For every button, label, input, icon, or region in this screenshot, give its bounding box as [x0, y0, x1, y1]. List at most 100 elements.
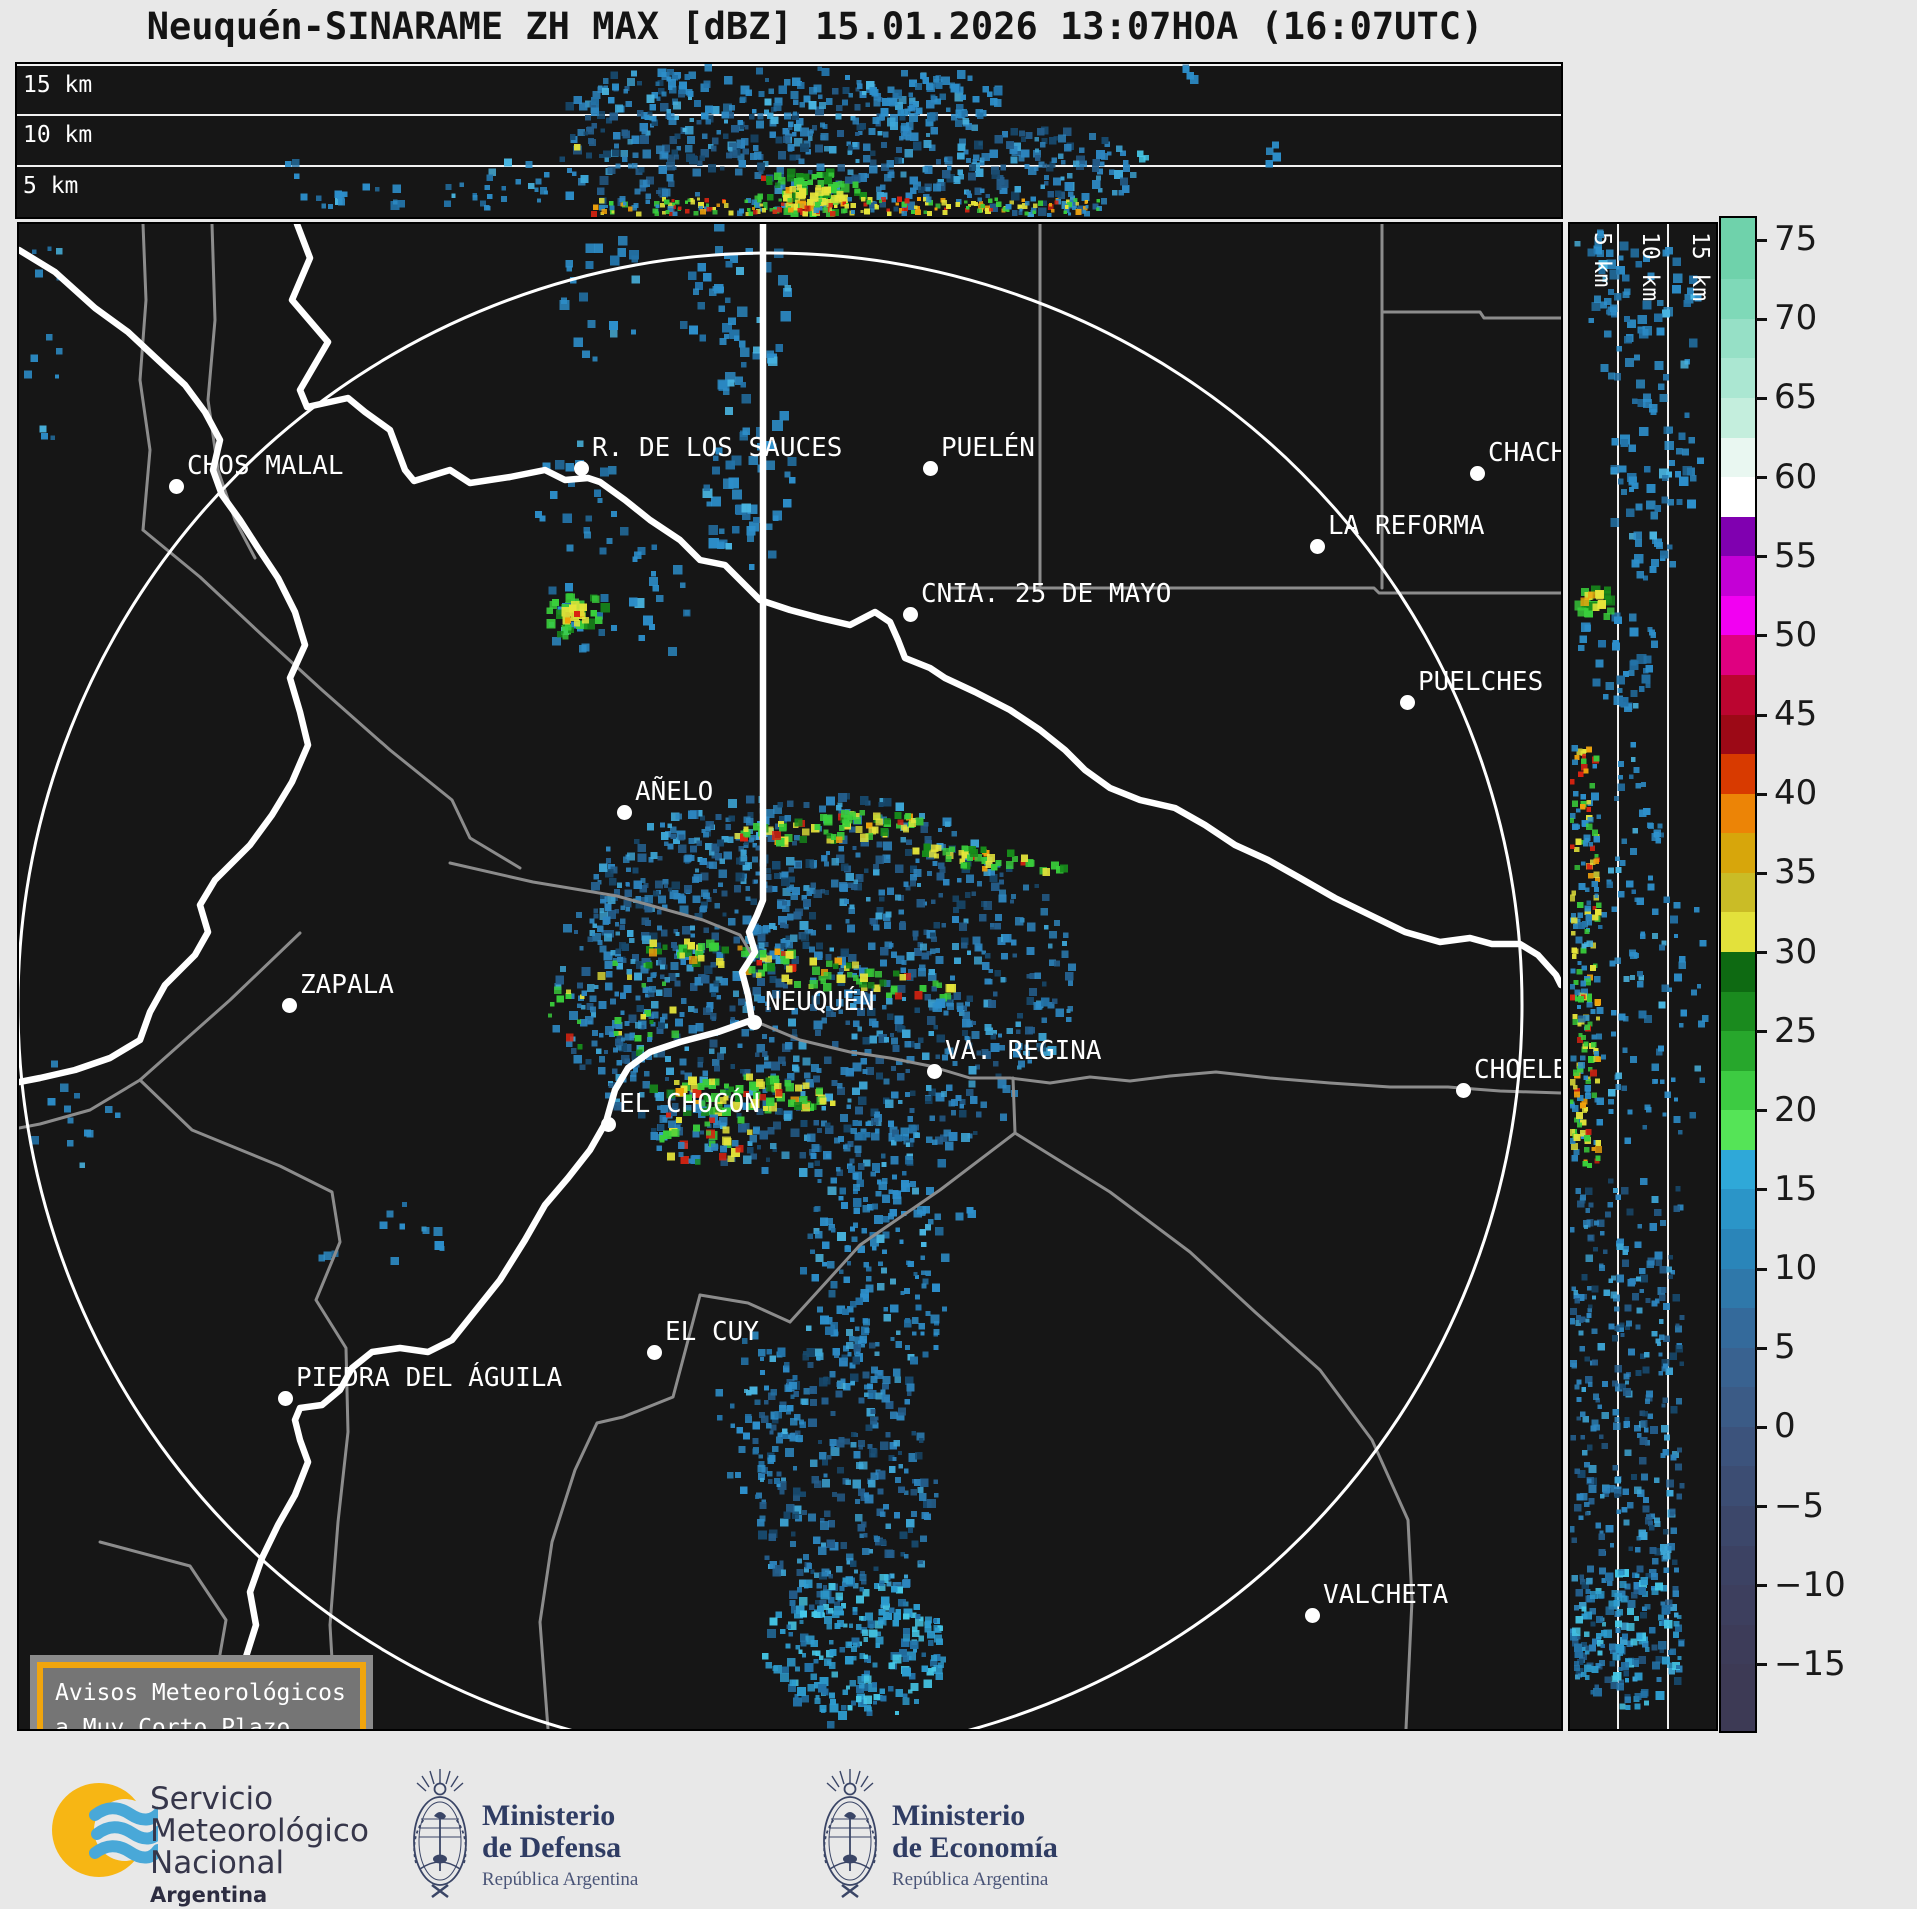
colorbar-tick-label: 15 [1774, 1168, 1818, 1209]
city-label: CHOELE CHOEL [1474, 1055, 1563, 1085]
right-alt-label-5km: 5 km [1589, 232, 1615, 288]
colorbar-segment [1721, 318, 1755, 360]
colorbar-segment [1721, 218, 1755, 281]
colorbar-segment [1721, 1268, 1755, 1310]
city-label: EL CHOCÓN [619, 1089, 760, 1119]
colorbar-tick-label: 55 [1774, 535, 1818, 576]
colorbar-tick-label: 75 [1774, 219, 1818, 260]
colorbar-tick-mark [1756, 871, 1767, 875]
colorbar-segment [1721, 279, 1755, 320]
top-alt-label-10km: 10 km [23, 122, 93, 148]
city-marker [1469, 465, 1485, 481]
city-label: CHACHARRAMENDI [1488, 438, 1561, 468]
colorbar-tick-mark [1756, 317, 1767, 321]
colorbar-segment [1721, 952, 1755, 993]
ministry-economia: Ministerio de Economía República Argenti… [892, 1799, 1058, 1891]
city-marker [926, 1063, 942, 1079]
city-marker [1399, 694, 1415, 710]
coat-of-arms-economia-icon [822, 1767, 878, 1899]
colorbar-segment [1721, 635, 1755, 676]
right-cross-section-panel: 5 km 10 km 15 km [1568, 222, 1718, 1731]
colorbar-tick-label: −15 [1774, 1643, 1846, 1684]
colorbar-tick-mark [1756, 1346, 1767, 1350]
colorbar-segment [1721, 1545, 1755, 1587]
colorbar-tick-mark [1756, 238, 1767, 242]
city-label: NEUQUÉN [765, 987, 875, 1017]
city-marker [746, 1014, 762, 1030]
top-alt-label-15km: 15 km [23, 72, 93, 98]
colorbar-segment [1721, 1506, 1755, 1547]
colorbar-tick-label: 45 [1774, 694, 1818, 735]
city-marker [277, 1390, 293, 1406]
colorbar-segment [1721, 1110, 1755, 1151]
colorbar-segment [1721, 1387, 1755, 1428]
colorbar-segment [1721, 1149, 1755, 1191]
colorbar-segment [1721, 1229, 1755, 1270]
colorbar [1719, 216, 1757, 1733]
colorbar-tick-label: −5 [1774, 1485, 1825, 1526]
colorbar-segment [1721, 754, 1755, 795]
ministry-defensa-sub: República Argentina [482, 1868, 639, 1890]
city-label: CHOS MALAL [187, 451, 344, 481]
colorbar-tick-label: 30 [1774, 931, 1818, 972]
city-marker [1309, 538, 1325, 554]
city-label: CNIA. 25 DE MAYO [921, 579, 1172, 609]
colorbar-tick-mark [1756, 713, 1767, 717]
colorbar-tick-label: 40 [1774, 773, 1818, 814]
colorbar-segment [1721, 912, 1755, 953]
colorbar-segment [1721, 872, 1755, 914]
colorbar-segment [1721, 516, 1755, 558]
colorbar-segment [1721, 1031, 1755, 1072]
city-label: VA. REGINA [945, 1036, 1102, 1066]
city-marker [168, 478, 184, 494]
colorbar-tick-label: 70 [1774, 298, 1818, 339]
city-marker [902, 606, 918, 622]
colorbar-segment [1721, 1308, 1755, 1349]
colorbar-segment [1721, 397, 1755, 439]
smn-name-line1: Servicio [150, 1781, 274, 1817]
warning-line-1: Avisos Meteorológicos [55, 1680, 346, 1706]
ministry-defensa: Ministerio de Defensa República Argentin… [482, 1799, 639, 1891]
colorbar-segment [1721, 793, 1755, 835]
colorbar-tick-mark [1756, 634, 1767, 638]
colorbar-tick-label: 60 [1774, 456, 1818, 497]
warning-line-2: a Muy Corto Plazo [55, 1714, 291, 1731]
colorbar-tick-mark [1756, 1188, 1767, 1192]
colorbar-segment [1721, 358, 1755, 399]
city-marker [922, 460, 938, 476]
colorbar-segment [1721, 674, 1755, 716]
colorbar-tick-mark [1756, 951, 1767, 954]
radar-map-panel: CHOS MALAL R. DE LOS SAUCES PUELÉN CHACHARR… [17, 222, 1563, 1731]
city-label: ZAPALA [300, 970, 394, 1000]
footer: Servicio Meteorológico Nacional Argentin… [0, 1745, 1917, 1909]
colorbar-tick-label: 65 [1774, 377, 1818, 418]
colorbar-tick-mark [1756, 1505, 1767, 1509]
right-cross-section-plot [1570, 224, 1709, 1729]
colorbar-segment [1721, 1466, 1755, 1508]
colorbar-segment [1721, 595, 1755, 637]
colorbar-tick-mark [1756, 1425, 1767, 1429]
city-marker [646, 1344, 662, 1360]
colorbar-segment [1721, 714, 1755, 756]
colorbar-tick-mark [1756, 555, 1767, 559]
colorbar-tick-mark [1756, 1030, 1767, 1034]
colorbar-tick-label: 20 [1774, 1089, 1818, 1130]
colorbar-tick-label: 5 [1774, 1327, 1796, 1368]
smn-name-line2: Meteorológico [150, 1813, 369, 1850]
city-marker [573, 460, 589, 476]
city-label: PIEDRA DEL ÁGUILA [296, 1363, 563, 1393]
city-label: EL CUY [665, 1317, 759, 1347]
coat-of-arms-defensa-icon [413, 1769, 467, 1898]
warning-box: Avisos Meteorológicos a Muy Corto Plazo [30, 1655, 373, 1731]
page-title: Neuquén-SINARAME ZH MAX [dBZ] 15.01.2026… [146, 5, 1484, 48]
colorbar-segment [1721, 556, 1755, 597]
smn-logo-icon [52, 1783, 158, 1877]
city-marker [600, 1116, 616, 1132]
colorbar-tick-label: 10 [1774, 1248, 1818, 1289]
colorbar-segment [1721, 1070, 1755, 1112]
colorbar-tick-label: 0 [1774, 1406, 1796, 1447]
colorbar-segment [1721, 1585, 1755, 1626]
colorbar-segment [1721, 991, 1755, 1033]
colorbar-segment [1721, 477, 1755, 518]
city-label: VALCHETA [1323, 1580, 1449, 1610]
